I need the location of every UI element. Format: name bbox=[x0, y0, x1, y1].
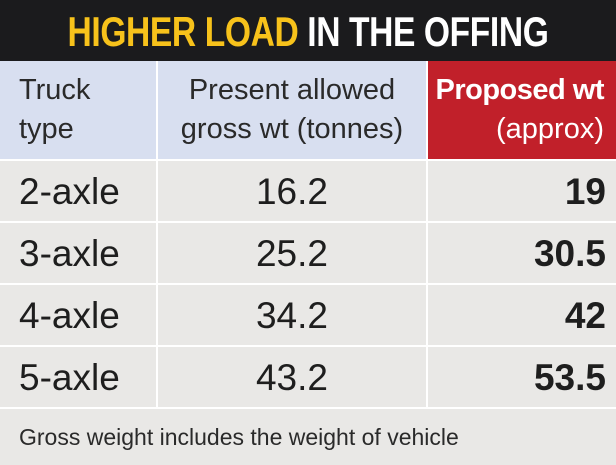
cell-proposed-weight: 53.5 bbox=[533, 357, 606, 398]
row-divider bbox=[0, 283, 616, 285]
chart-title: HIGHER LOAD IN THE OFFING bbox=[62, 0, 555, 61]
cell-present-weight: 25.2 bbox=[255, 233, 328, 274]
cell-truck-type: 5-axle bbox=[19, 357, 120, 398]
column-header-truck-type: Truck type bbox=[19, 61, 155, 159]
cell-truck-type: 4-axle bbox=[19, 295, 120, 336]
table-header-row: Truck type Present allowed gross wt (ton… bbox=[0, 61, 616, 159]
cell-present-weight: 34.2 bbox=[255, 295, 328, 336]
table-row: 4-axle 34.2 42 bbox=[0, 284, 616, 345]
cell-present-weight: 16.2 bbox=[255, 171, 328, 212]
row-divider bbox=[0, 159, 616, 161]
header-line: Present allowed bbox=[188, 74, 396, 106]
footnote: Gross weight includes the weight of vehi… bbox=[19, 424, 459, 450]
row-divider bbox=[0, 345, 616, 347]
column-header-proposed-weight: Proposed wt (approx) bbox=[428, 61, 616, 159]
title-bar: HIGHER LOAD IN THE OFFING bbox=[0, 0, 616, 61]
cell-proposed-weight: 42 bbox=[564, 295, 606, 336]
row-divider bbox=[0, 407, 616, 409]
table-row: 2-axle 16.2 19 bbox=[0, 160, 616, 221]
table-row: 5-axle 43.2 53.5 bbox=[0, 346, 616, 407]
header-line: Proposed wt bbox=[435, 74, 604, 106]
cell-truck-type: 3-axle bbox=[19, 233, 120, 274]
title-highlight: HIGHER LOAD bbox=[67, 8, 299, 55]
column-divider bbox=[156, 61, 158, 407]
column-divider bbox=[426, 61, 428, 407]
header-line: type bbox=[19, 113, 74, 145]
cell-present-weight: 43.2 bbox=[255, 357, 328, 398]
title-rest: IN THE OFFING bbox=[307, 8, 549, 55]
cell-proposed-weight: 19 bbox=[564, 171, 606, 212]
cell-truck-type: 2-axle bbox=[19, 171, 120, 212]
header-line: (approx) bbox=[496, 113, 604, 145]
row-divider bbox=[0, 221, 616, 223]
cell-proposed-weight: 30.5 bbox=[533, 233, 606, 274]
header-line: gross wt (tonnes) bbox=[180, 113, 404, 145]
table-row: 3-axle 25.2 30.5 bbox=[0, 222, 616, 283]
column-header-present-weight: Present allowed gross wt (tonnes) bbox=[158, 61, 426, 159]
header-line: Truck bbox=[19, 74, 91, 106]
